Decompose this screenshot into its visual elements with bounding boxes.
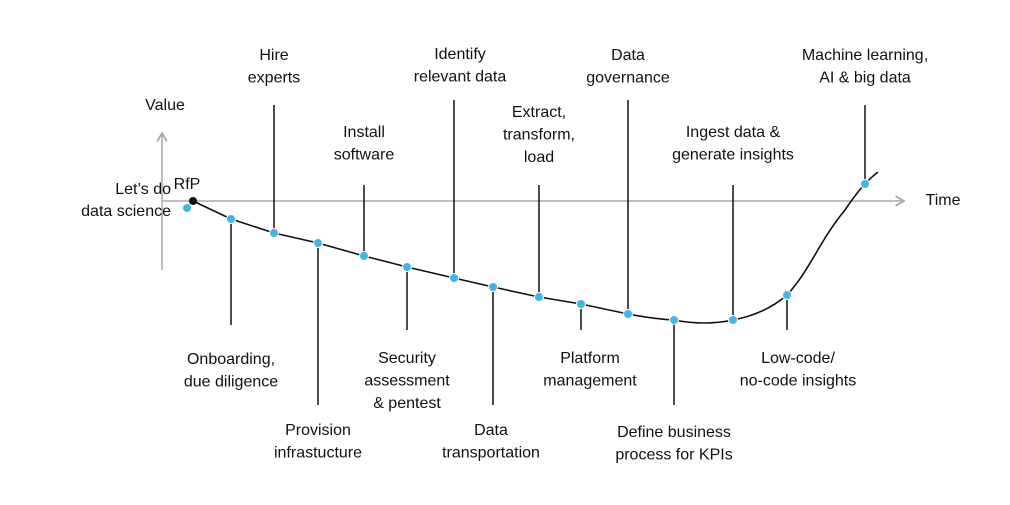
milestone-label: infrastucture (274, 445, 362, 462)
milestone-label: assessment (364, 373, 450, 390)
milestone-label: Platform (560, 350, 620, 367)
milestone-dot (728, 315, 738, 325)
milestone-dot (449, 273, 459, 283)
milestone-dot (313, 238, 323, 248)
milestone-label: Data (474, 422, 508, 439)
milestone-dot (669, 315, 679, 325)
milestone-label: no-code insights (740, 373, 857, 390)
milestone-label: due diligence (184, 374, 278, 391)
milestone-dot (402, 262, 412, 272)
milestone-label: software (334, 147, 395, 164)
milestone-label: management (543, 373, 637, 390)
milestone-dot (860, 179, 870, 189)
milestone-dot (488, 282, 498, 292)
milestone-label: transportation (442, 445, 540, 462)
milestone-dot (782, 290, 792, 300)
start-dot (189, 197, 197, 205)
milestone-label: Machine learning, (802, 47, 928, 64)
y-axis-label: Value (145, 97, 185, 114)
milestone-label: Define business (617, 424, 731, 441)
milestone-label: relevant data (414, 69, 507, 86)
x-axis-label: Time (926, 192, 961, 209)
milestone-label: RfP (174, 176, 201, 193)
milestone-dot (182, 203, 192, 213)
milestone-label: Onboarding, (187, 351, 275, 368)
milestone-dot (269, 228, 279, 238)
milestone-label: Security (378, 350, 436, 367)
milestone-dot (226, 214, 236, 224)
milestone-dot (623, 309, 633, 319)
milestone-label: Install (343, 124, 385, 141)
milestone-label: & pentest (373, 395, 441, 412)
milestone-dot (534, 292, 544, 302)
start-label: Let’s do (115, 181, 171, 198)
milestone-label: governance (586, 70, 670, 87)
milestone-label: transform, (503, 127, 575, 144)
milestone-label: AI & big data (819, 70, 911, 87)
milestone-label: Provision (285, 422, 351, 439)
milestone-label: Extract, (512, 104, 566, 121)
milestone-label: generate insights (672, 147, 794, 164)
milestone-label: process for KPIs (615, 447, 732, 464)
milestone-dot (359, 251, 369, 261)
milestone-label: load (524, 149, 554, 166)
milestone-label: Low-code/ (761, 350, 835, 367)
milestone-label: Identify (434, 46, 486, 63)
milestone-dot (576, 299, 586, 309)
start-label: data science (81, 203, 171, 220)
milestone-label: Ingest data & (686, 124, 781, 141)
milestone-label: experts (248, 70, 300, 87)
milestone-label: Hire (259, 47, 288, 64)
milestone-label: Data (611, 47, 645, 64)
